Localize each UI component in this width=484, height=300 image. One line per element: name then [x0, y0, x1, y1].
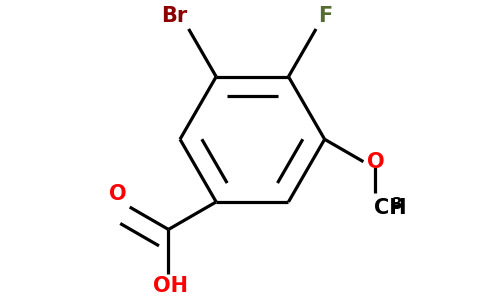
Text: O: O	[367, 152, 384, 172]
Text: F: F	[318, 5, 332, 26]
Text: Br: Br	[161, 5, 187, 26]
Text: 3: 3	[392, 197, 403, 212]
Text: OH: OH	[152, 276, 188, 296]
Text: O: O	[108, 184, 126, 204]
Text: CH: CH	[374, 198, 407, 218]
